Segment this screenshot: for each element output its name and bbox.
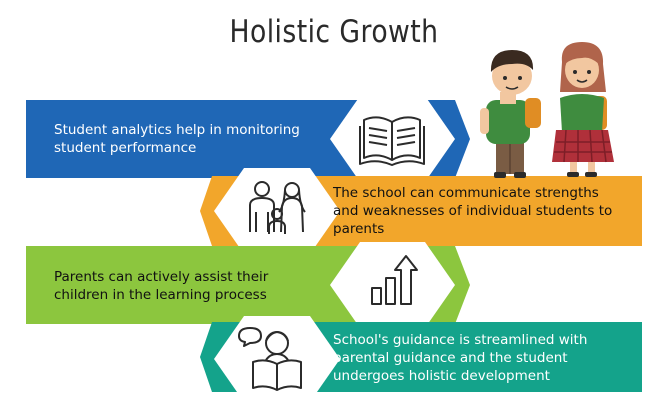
row-2	[200, 168, 642, 254]
row-4	[200, 316, 642, 402]
row-3-text: Parents can actively assist their childr…	[54, 269, 269, 303]
boy-figure	[480, 50, 541, 178]
row-2-hexagon	[214, 168, 340, 254]
row-1-band	[26, 100, 345, 178]
row-2-text: The school can communicate strengths and…	[333, 185, 613, 237]
family-icon	[249, 181, 306, 234]
row-4-hexagon	[214, 316, 340, 402]
row-4-text: School's guidance is streamlined with pa…	[333, 332, 588, 384]
children-illustration	[480, 42, 614, 178]
student-reading-icon	[238, 327, 302, 391]
growth-chart-icon	[371, 255, 418, 305]
row-1-text: Student analytics help in monitoring stu…	[54, 122, 300, 156]
row-3-hexagon	[330, 242, 455, 328]
row-3	[26, 242, 470, 328]
open-book-icon	[359, 116, 425, 166]
girl-figure	[552, 42, 614, 177]
page-title: Holistic Growth	[229, 14, 439, 50]
